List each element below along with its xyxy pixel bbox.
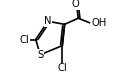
Text: OH: OH (91, 18, 106, 28)
Text: N: N (44, 16, 51, 26)
Text: O: O (71, 0, 78, 9)
Text: Cl: Cl (20, 35, 29, 45)
Text: S: S (37, 50, 43, 60)
Text: Cl: Cl (57, 63, 67, 73)
